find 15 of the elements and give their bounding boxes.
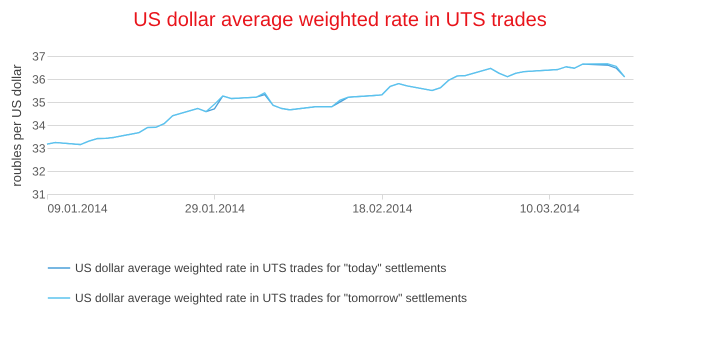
legend-label: US dollar average weighted rate in UTS trades for "today" settlements xyxy=(75,261,446,275)
x-tick-label: 29.01.2014 xyxy=(184,202,246,216)
x-tick-label: 10.03.2014 xyxy=(520,202,580,216)
y-tick-label: 35 xyxy=(32,96,46,110)
y-tick-label: 32 xyxy=(32,164,46,178)
y-tick-label: 34 xyxy=(32,118,46,132)
x-tick-label: 18.02.2014 xyxy=(352,202,413,216)
y-tick-label: 36 xyxy=(32,72,46,86)
y-axis-title: roubles per US dollar xyxy=(9,64,24,187)
y-tick-label: 37 xyxy=(32,50,46,64)
legend-label: US dollar average weighted rate in UTS trades for "tomorrow" settlements xyxy=(75,291,468,305)
x-tick-label: 09.01.2014 xyxy=(48,202,108,216)
y-tick-label: 33 xyxy=(32,142,46,156)
chart-title: US dollar average weighted rate in UTS trades xyxy=(133,9,547,31)
y-tick-label: 31 xyxy=(32,188,46,202)
